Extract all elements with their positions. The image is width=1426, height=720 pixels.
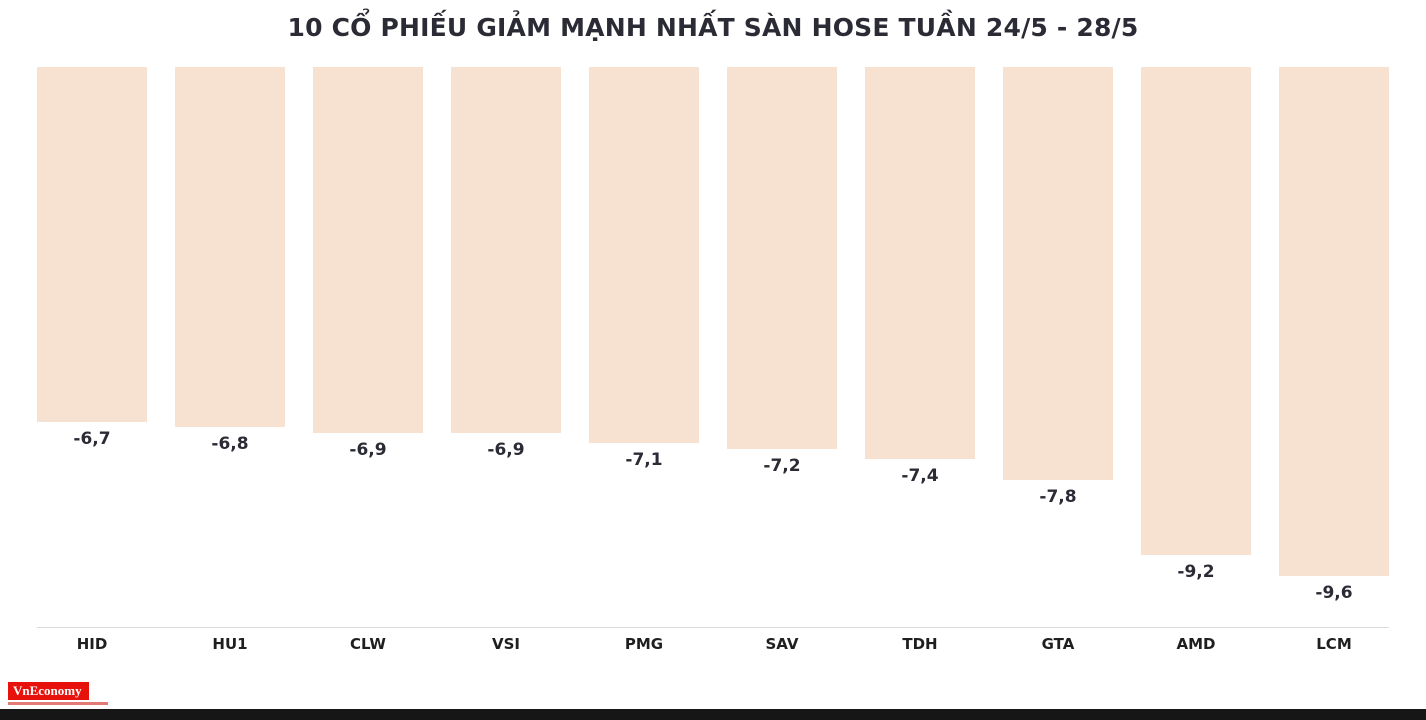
bar-HID (37, 67, 147, 422)
bar-AMD (1141, 67, 1251, 555)
value-label-CLW: -6,9 (349, 440, 387, 460)
value-label-HID: -6,7 (73, 429, 111, 449)
bar-column-SAV: -7,2 (727, 67, 837, 476)
bar-column-GTA: -7,8 (1003, 67, 1113, 507)
value-label-PMG: -7,1 (625, 450, 663, 470)
bar-column-HID: -6,7 (37, 67, 147, 449)
bar-column-AMD: -9,2 (1141, 67, 1251, 582)
vneconomy-logo-tagline (8, 702, 108, 705)
bar-chart: -6,7 -6,8 -6,9 -6,9 -7,1 -7,2 -7,4 -7,8 -9,2 -9,6 (37, 67, 1389, 627)
category-label-SAV: SAV (765, 635, 799, 653)
category-label-CLW: CLW (350, 635, 386, 653)
bar-GTA (1003, 67, 1113, 480)
x-axis-line (37, 627, 1389, 628)
bar-column-CLW: -6,9 (313, 67, 423, 460)
bar-column-PMG: -7,1 (589, 67, 699, 470)
value-label-AMD: -9,2 (1177, 562, 1215, 582)
bar-CLW (313, 67, 423, 433)
category-label-HID: HID (76, 635, 108, 653)
category-label-VSI: VSI (492, 635, 520, 653)
category-label-LCM: LCM (1316, 635, 1352, 653)
bar-column-LCM: -9,6 (1279, 67, 1389, 603)
category-label-TDH: TDH (902, 635, 938, 653)
value-label-GTA: -7,8 (1039, 487, 1077, 507)
bar-HU1 (175, 67, 285, 427)
value-label-LCM: -9,6 (1315, 583, 1353, 603)
chart-title: 10 CỔ PHIẾU GIẢM MẠNH NHẤT SÀN HOSE TUẦN… (287, 13, 1139, 42)
bottom-strip (0, 709, 1426, 720)
bar-PMG (589, 67, 699, 443)
bar-column-VSI: -6,9 (451, 67, 561, 460)
category-label-GTA: GTA (1041, 635, 1075, 653)
x-axis-labels: HID HU1 CLW VSI PMG SAV TDH GTA AMD LCM (37, 628, 1389, 653)
value-label-TDH: -7,4 (901, 466, 939, 486)
bar-column-HU1: -6,8 (175, 67, 285, 454)
value-label-HU1: -6,8 (211, 434, 249, 454)
value-label-VSI: -6,9 (487, 440, 525, 460)
category-label-PMG: PMG (624, 635, 664, 653)
value-label-SAV: -7,2 (763, 456, 801, 476)
bar-TDH (865, 67, 975, 459)
category-label-HU1: HU1 (212, 635, 248, 653)
bar-VSI (451, 67, 561, 433)
bar-LCM (1279, 67, 1389, 576)
bar-SAV (727, 67, 837, 449)
category-label-AMD: AMD (1176, 635, 1216, 653)
vneconomy-logo-text: VnEconomy (8, 682, 89, 700)
vneconomy-logo: VnEconomy (8, 680, 108, 705)
bar-column-TDH: -7,4 (865, 67, 975, 486)
